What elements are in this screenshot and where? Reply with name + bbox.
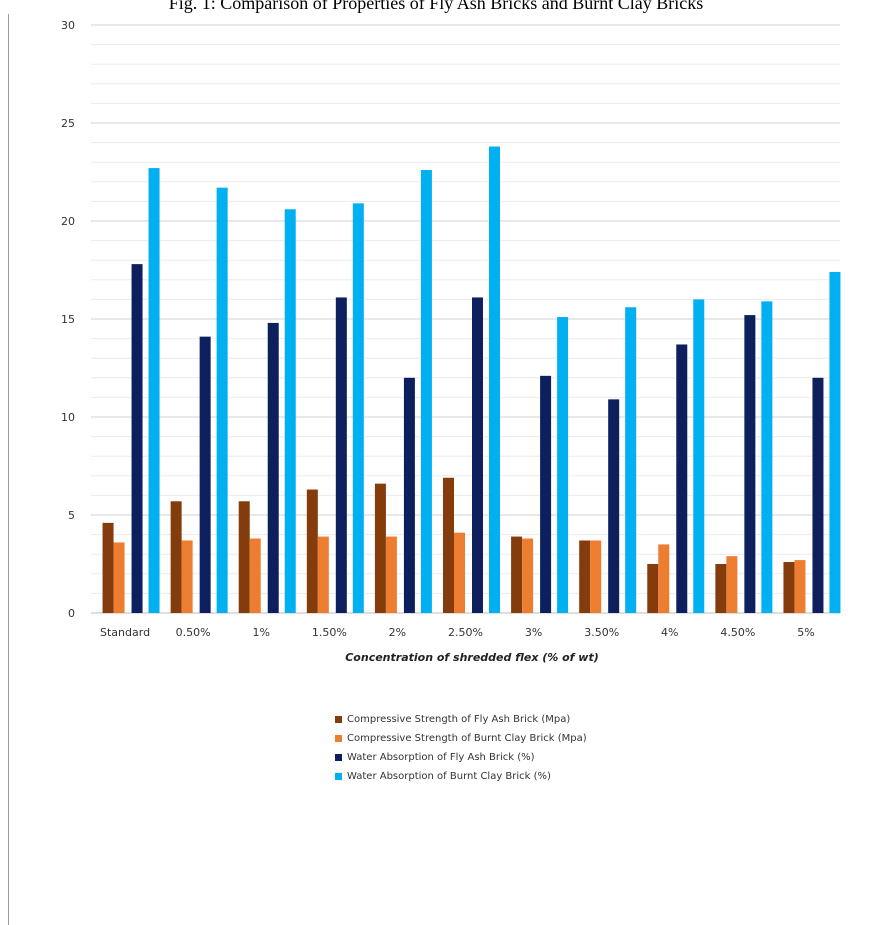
bar-series-2 xyxy=(113,542,125,613)
bar-series-4 xyxy=(216,187,228,613)
bar-series-3 xyxy=(676,344,688,613)
bar-series-2 xyxy=(726,556,738,613)
bar-series-3 xyxy=(540,375,552,613)
x-axis-label: Concentration of shredded flex (% of wt) xyxy=(345,651,599,664)
bar-series-1 xyxy=(238,501,250,613)
x-tick-label: 2.50% xyxy=(448,626,483,639)
legend-item: Compressive Strength of Fly Ash Brick (M… xyxy=(335,713,609,727)
x-tick-label: 4.50% xyxy=(720,626,755,639)
x-tick-label: 3.50% xyxy=(584,626,619,639)
bar-series-2 xyxy=(522,538,534,613)
x-tick-label: 1% xyxy=(253,626,270,639)
gridlines xyxy=(91,24,840,614)
bar-series-3 xyxy=(403,377,415,613)
legend-swatch xyxy=(335,735,342,742)
y-tick-label: 30 xyxy=(61,19,75,32)
bar-series-2 xyxy=(385,536,397,613)
bar-series-3 xyxy=(812,377,824,613)
y-tick-label: 25 xyxy=(61,117,75,130)
bar-series-2 xyxy=(454,532,465,613)
bar-chart: 0 5 10 15 20 25 30 Standard 0.50% 1% 1.50% 2% 2.50%… xyxy=(61,19,841,664)
legend-label: Water Absorption of Burnt Clay Brick (%) xyxy=(347,771,551,782)
legend: Compressive Strength of Fly Ash Brick (M… xyxy=(335,713,615,789)
bar-series-2 xyxy=(249,538,261,613)
bar-series-4 xyxy=(693,299,705,613)
x-tick-label: 3% xyxy=(525,626,542,639)
legend-swatch xyxy=(335,773,342,780)
bars xyxy=(102,146,841,614)
bar-series-4 xyxy=(625,307,637,613)
bar-series-2 xyxy=(317,536,329,613)
bar-series-1 xyxy=(715,564,727,613)
legend-swatch xyxy=(335,716,342,723)
bar-series-4 xyxy=(420,170,432,614)
legend-label: Compressive Strength of Burnt Clay Brick… xyxy=(347,733,587,744)
bar-series-4 xyxy=(489,146,500,613)
x-tick-label: 2% xyxy=(389,626,406,639)
bar-series-1 xyxy=(306,489,318,613)
bar-series-1 xyxy=(579,540,591,613)
legend-item: Water Absorption of Fly Ash Brick (%) xyxy=(335,751,609,765)
chart-title: Fig. 1: Comparison of Properties of Fly … xyxy=(168,0,704,13)
bar-series-1 xyxy=(443,477,454,613)
bar-series-1 xyxy=(647,564,659,613)
legend-label: Compressive Strength of Fly Ash Brick (M… xyxy=(347,714,571,725)
bar-series-3 xyxy=(744,315,756,613)
y-tick-label: 5 xyxy=(68,509,75,522)
bar-series-4 xyxy=(557,317,569,613)
bar-series-4 xyxy=(761,301,773,613)
legend-item: Water Absorption of Burnt Clay Brick (%) xyxy=(335,770,609,784)
y-tick-label: 15 xyxy=(61,313,75,326)
bar-series-1 xyxy=(374,483,386,613)
bar-series-2 xyxy=(794,560,806,613)
bar-series-1 xyxy=(511,536,523,613)
bar-series-2 xyxy=(181,540,193,613)
x-axis-ticks: Standard 0.50% 1% 1.50% 2% 2.50% 3% 3.50% 4% 4.50… xyxy=(100,626,815,639)
legend-label: Water Absorption of Fly Ash Brick (%) xyxy=(347,752,535,763)
bar-series-3 xyxy=(608,399,620,613)
bar-series-1 xyxy=(170,501,182,613)
y-tick-label: 10 xyxy=(61,411,75,424)
legend-item: Compressive Strength of Burnt Clay Brick… xyxy=(335,732,609,746)
bar-series-3 xyxy=(267,322,279,613)
page-border-line xyxy=(8,14,9,925)
bar-series-3 xyxy=(472,297,483,613)
x-tick-label: 5% xyxy=(797,626,814,639)
bar-series-4 xyxy=(148,168,160,613)
y-tick-label: 20 xyxy=(61,215,75,228)
x-tick-label: 1.50% xyxy=(312,626,347,639)
bar-series-3 xyxy=(335,297,347,613)
bar-series-2 xyxy=(590,540,602,613)
x-tick-label: Standard xyxy=(100,626,150,639)
legend-swatch xyxy=(335,754,342,761)
bar-series-2 xyxy=(658,544,670,613)
bar-series-1 xyxy=(783,562,795,613)
bar-series-4 xyxy=(284,209,296,614)
y-tick-label: 0 xyxy=(68,607,75,620)
y-axis-ticks: 0 5 10 15 20 25 30 xyxy=(61,19,75,620)
bar-series-1 xyxy=(102,522,114,613)
x-tick-label: 4% xyxy=(661,626,678,639)
bar-series-3 xyxy=(131,264,143,613)
bar-series-4 xyxy=(829,271,841,613)
bar-series-4 xyxy=(352,203,364,614)
bar-series-3 xyxy=(199,336,211,613)
x-tick-label: 0.50% xyxy=(176,626,211,639)
